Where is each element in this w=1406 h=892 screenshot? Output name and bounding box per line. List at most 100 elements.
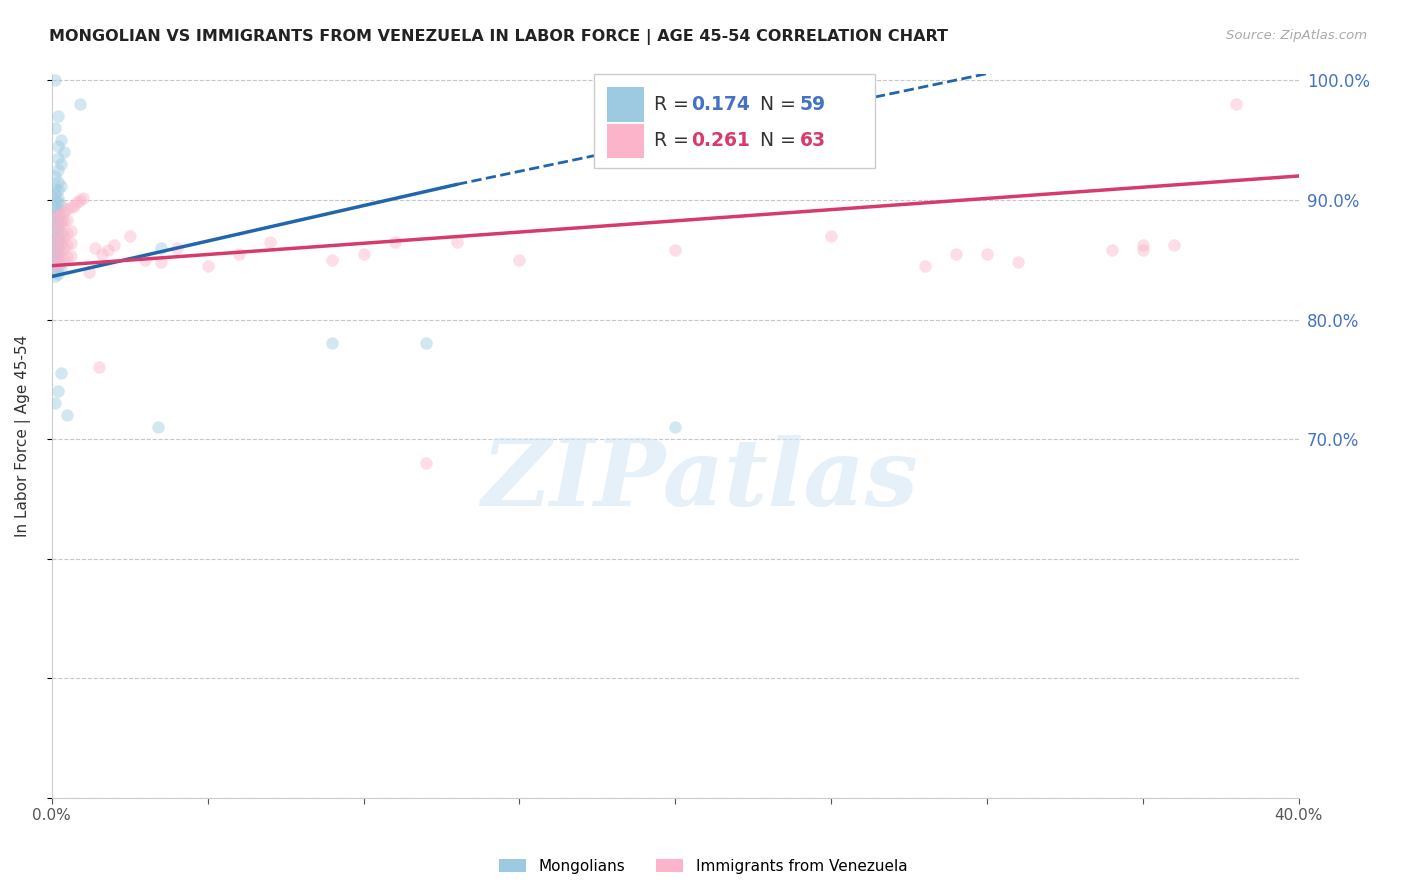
Point bbox=[1225, 97, 1247, 112]
Point bbox=[44, 248, 66, 262]
Point bbox=[820, 228, 842, 243]
Point bbox=[69, 193, 91, 207]
Point bbox=[51, 157, 73, 171]
Text: Source: ZipAtlas.com: Source: ZipAtlas.com bbox=[1226, 29, 1367, 42]
Text: ZIPatlas: ZIPatlas bbox=[482, 434, 918, 524]
Point bbox=[44, 169, 66, 183]
Point bbox=[51, 262, 73, 277]
Point bbox=[56, 238, 79, 252]
Point bbox=[51, 227, 73, 241]
Point bbox=[46, 255, 69, 269]
Text: N =: N = bbox=[761, 131, 801, 151]
Point bbox=[51, 231, 73, 245]
Point bbox=[59, 249, 82, 263]
Point bbox=[51, 235, 73, 250]
Bar bbox=[606, 87, 644, 122]
Point bbox=[46, 109, 69, 123]
Point bbox=[46, 139, 69, 153]
Point bbox=[415, 456, 437, 470]
Point bbox=[51, 207, 73, 221]
Point bbox=[46, 384, 69, 399]
Point bbox=[44, 210, 66, 224]
Bar bbox=[606, 123, 644, 158]
Point bbox=[353, 246, 375, 260]
Point bbox=[1007, 255, 1029, 269]
Point bbox=[69, 97, 91, 112]
Bar bbox=[595, 74, 875, 169]
Point bbox=[44, 259, 66, 273]
Point bbox=[46, 260, 69, 274]
Point bbox=[53, 214, 76, 228]
Point bbox=[46, 245, 69, 260]
Point bbox=[46, 228, 69, 243]
Point bbox=[44, 181, 66, 195]
Point bbox=[51, 217, 73, 231]
Point bbox=[46, 202, 69, 217]
Text: R =: R = bbox=[654, 131, 695, 151]
Point bbox=[44, 223, 66, 237]
Point bbox=[46, 163, 69, 178]
Point bbox=[197, 259, 219, 273]
Point bbox=[384, 235, 406, 249]
Text: R =: R = bbox=[654, 95, 695, 114]
Point bbox=[87, 360, 110, 375]
Point bbox=[62, 199, 84, 213]
Point bbox=[44, 211, 66, 225]
Point bbox=[46, 250, 69, 264]
Point bbox=[51, 243, 73, 257]
Point bbox=[166, 241, 188, 255]
Point bbox=[44, 224, 66, 238]
Point bbox=[46, 221, 69, 235]
Point bbox=[46, 207, 69, 221]
Y-axis label: In Labor Force | Age 45-54: In Labor Force | Age 45-54 bbox=[15, 335, 31, 537]
Point bbox=[56, 202, 79, 217]
Point bbox=[46, 234, 69, 248]
Point bbox=[44, 186, 66, 201]
Point bbox=[228, 246, 250, 260]
Text: 63: 63 bbox=[800, 131, 825, 151]
Point bbox=[146, 420, 169, 434]
Point bbox=[44, 269, 66, 284]
Point bbox=[56, 227, 79, 241]
Point bbox=[134, 252, 156, 267]
Point bbox=[44, 396, 66, 410]
Point bbox=[77, 265, 100, 279]
Point bbox=[51, 214, 73, 228]
Point bbox=[53, 228, 76, 243]
Point bbox=[44, 246, 66, 260]
Point bbox=[59, 224, 82, 238]
Point bbox=[46, 217, 69, 231]
Point bbox=[46, 195, 69, 210]
Point bbox=[46, 183, 69, 197]
Point bbox=[66, 195, 89, 210]
Point bbox=[259, 235, 281, 249]
Point bbox=[149, 255, 172, 269]
Point bbox=[59, 235, 82, 250]
Point bbox=[90, 246, 112, 260]
Point bbox=[46, 241, 69, 255]
Point bbox=[149, 241, 172, 255]
Point bbox=[44, 238, 66, 252]
Text: 59: 59 bbox=[800, 95, 825, 114]
Point bbox=[72, 190, 94, 204]
Point bbox=[44, 219, 66, 234]
Point bbox=[321, 336, 343, 351]
Point bbox=[44, 193, 66, 207]
Point bbox=[51, 367, 73, 381]
Point bbox=[44, 258, 66, 272]
Point bbox=[84, 241, 107, 255]
Legend: Mongolians, Immigrants from Venezuela: Mongolians, Immigrants from Venezuela bbox=[492, 853, 914, 880]
Point bbox=[321, 252, 343, 267]
Point bbox=[44, 121, 66, 136]
Point bbox=[51, 133, 73, 147]
Point bbox=[1132, 243, 1154, 257]
Point bbox=[945, 246, 967, 260]
Point bbox=[46, 209, 69, 223]
Point bbox=[44, 243, 66, 257]
Point bbox=[46, 232, 69, 246]
Point bbox=[44, 200, 66, 214]
Point bbox=[59, 200, 82, 214]
Point bbox=[51, 255, 73, 269]
Text: MONGOLIAN VS IMMIGRANTS FROM VENEZUELA IN LABOR FORCE | AGE 45-54 CORRELATION CH: MONGOLIAN VS IMMIGRANTS FROM VENEZUELA I… bbox=[49, 29, 948, 45]
Point bbox=[664, 420, 686, 434]
